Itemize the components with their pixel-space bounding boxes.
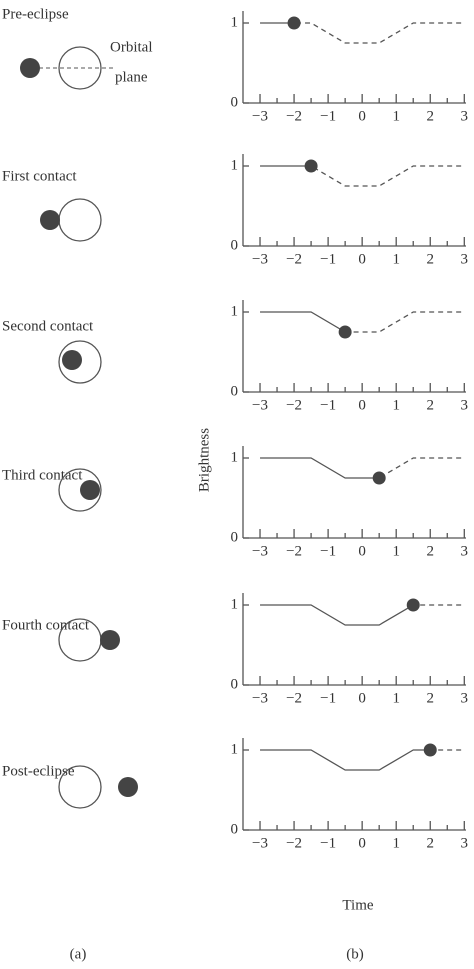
- light-curve-future: [413, 604, 465, 606]
- y-tick-label: 0: [231, 94, 239, 110]
- light-curve-future: [345, 311, 465, 333]
- panel-label: (b): [346, 946, 364, 962]
- light-curve-observed: [260, 457, 380, 479]
- x-tick-label: 3: [461, 835, 469, 851]
- star: [58, 340, 102, 384]
- x-tick-label: 0: [358, 108, 366, 124]
- annotation: plane: [115, 69, 148, 85]
- current-point: [372, 471, 386, 485]
- light-curve-future: [379, 457, 465, 479]
- panel-title: Third contact: [2, 467, 83, 483]
- x-tick-label: 0: [358, 251, 366, 267]
- star: [58, 765, 102, 809]
- planet: [20, 58, 40, 78]
- planet: [100, 630, 120, 650]
- planet: [40, 210, 60, 230]
- y-tick-label: 1: [231, 596, 239, 612]
- star: [58, 468, 102, 512]
- x-tick-label: 1: [392, 543, 400, 559]
- x-tick-label: −3: [252, 835, 268, 851]
- x-tick-label: −1: [320, 251, 336, 267]
- current-point: [304, 159, 318, 173]
- star: [58, 46, 102, 90]
- light-curve-observed: [260, 311, 346, 333]
- x-axis-label: Time: [342, 897, 373, 913]
- x-tick-label: −3: [252, 543, 268, 559]
- y-tick-label: 1: [231, 449, 239, 465]
- x-tick-label: 2: [427, 251, 435, 267]
- x-tick-label: −3: [252, 108, 268, 124]
- x-tick-label: 2: [427, 835, 435, 851]
- y-tick-label: 0: [231, 821, 239, 837]
- x-tick-label: 2: [427, 108, 435, 124]
- current-point: [406, 598, 420, 612]
- y-tick-label: 0: [231, 383, 239, 399]
- y-tick-label: 0: [231, 529, 239, 545]
- x-tick-label: 1: [392, 835, 400, 851]
- x-tick-label: 0: [358, 690, 366, 706]
- x-tick-label: 1: [392, 108, 400, 124]
- star: [58, 198, 102, 242]
- current-point: [338, 325, 352, 339]
- x-tick-label: −3: [252, 690, 268, 706]
- panel-title: First contact: [2, 168, 77, 184]
- x-tick-label: 0: [358, 397, 366, 413]
- panel-title: Post-eclipse: [2, 763, 75, 779]
- x-tick-label: −3: [252, 251, 268, 267]
- light-curve-observed: [260, 749, 431, 771]
- panel-title: Fourth contact: [2, 617, 90, 633]
- planet: [118, 777, 138, 797]
- x-tick-label: −1: [320, 835, 336, 851]
- x-tick-label: −3: [252, 397, 268, 413]
- x-tick-label: −1: [320, 397, 336, 413]
- annotation: Orbital: [110, 39, 153, 55]
- x-tick-label: 3: [461, 108, 469, 124]
- planet: [62, 350, 82, 370]
- y-tick-label: 0: [231, 237, 239, 253]
- x-tick-label: 2: [427, 397, 435, 413]
- x-tick-label: 3: [461, 690, 469, 706]
- planet: [80, 480, 100, 500]
- x-tick-label: 3: [461, 251, 469, 267]
- y-tick-label: 1: [231, 303, 239, 319]
- x-tick-label: 1: [392, 690, 400, 706]
- current-point: [423, 743, 437, 757]
- x-tick-label: −1: [320, 690, 336, 706]
- x-tick-label: −2: [286, 397, 302, 413]
- x-tick-label: −2: [286, 690, 302, 706]
- light-curve-observed: [260, 604, 414, 626]
- x-tick-label: −2: [286, 108, 302, 124]
- light-curve-future: [311, 165, 465, 187]
- y-axis-label: Brightness: [196, 428, 212, 492]
- panel-title: Pre-eclipse: [2, 6, 69, 22]
- light-curve-future: [294, 22, 465, 44]
- x-tick-label: −2: [286, 251, 302, 267]
- x-tick-label: −2: [286, 835, 302, 851]
- y-tick-label: 1: [231, 741, 239, 757]
- x-tick-label: −1: [320, 108, 336, 124]
- x-tick-label: 0: [358, 835, 366, 851]
- y-tick-label: 0: [231, 676, 239, 692]
- panel-title: Second contact: [2, 318, 94, 334]
- x-tick-label: 2: [427, 690, 435, 706]
- current-point: [287, 16, 301, 30]
- y-tick-label: 1: [231, 14, 239, 30]
- light-curve-observed: [260, 165, 312, 167]
- x-tick-label: 1: [392, 251, 400, 267]
- x-tick-label: −2: [286, 543, 302, 559]
- x-tick-label: 3: [461, 397, 469, 413]
- x-tick-label: 1: [392, 397, 400, 413]
- x-tick-label: 3: [461, 543, 469, 559]
- y-tick-label: 1: [231, 157, 239, 173]
- x-tick-label: −1: [320, 543, 336, 559]
- x-tick-label: 2: [427, 543, 435, 559]
- panel-label: (a): [70, 946, 87, 962]
- x-tick-label: 0: [358, 543, 366, 559]
